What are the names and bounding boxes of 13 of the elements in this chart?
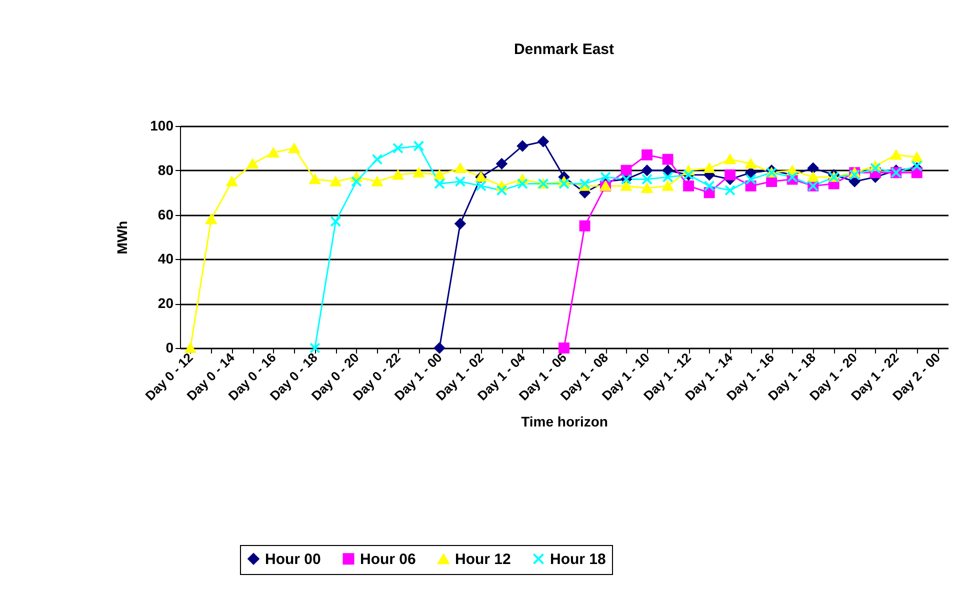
legend-label: Hour 18 — [550, 550, 606, 568]
y-tick-label: 20 — [158, 295, 174, 312]
y-tick-label: 80 — [158, 162, 174, 178]
y-axis-title: MWh — [114, 220, 130, 254]
chart-title: Denmark East — [514, 41, 614, 58]
x-axis-title: Time horizon — [521, 413, 608, 430]
y-tick-label: 60 — [158, 206, 174, 222]
y-tick-label: 0 — [166, 340, 174, 356]
legend-label: Hour 12 — [455, 551, 511, 568]
y-tick-label: 40 — [158, 250, 174, 267]
y-tick-label: 100 — [150, 118, 174, 134]
legend-label: Hour 06 — [360, 550, 416, 568]
legend-label: Hour 00 — [265, 550, 321, 568]
